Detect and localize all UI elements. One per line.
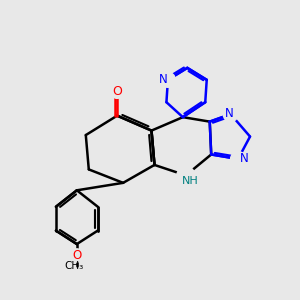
- Circle shape: [111, 85, 124, 98]
- Circle shape: [223, 107, 238, 122]
- Text: N: N: [240, 152, 249, 166]
- Circle shape: [177, 167, 195, 184]
- Circle shape: [231, 152, 246, 166]
- Text: N: N: [225, 107, 233, 120]
- Circle shape: [160, 72, 175, 87]
- Text: NH: NH: [182, 176, 199, 186]
- Circle shape: [70, 249, 83, 262]
- Text: CH₃: CH₃: [64, 262, 83, 272]
- Text: N: N: [159, 73, 168, 86]
- Text: O: O: [72, 249, 82, 262]
- Text: O: O: [112, 85, 122, 98]
